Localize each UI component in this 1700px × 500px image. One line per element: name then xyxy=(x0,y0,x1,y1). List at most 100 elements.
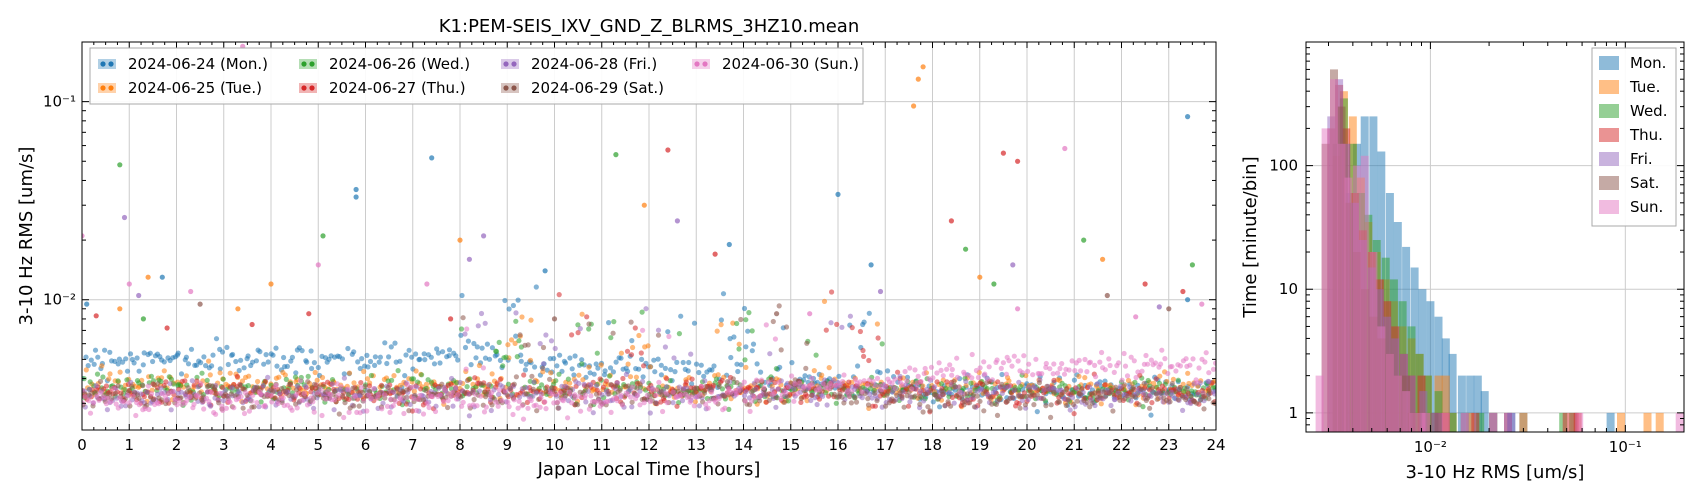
y-tick-label: 100 xyxy=(1269,157,1298,175)
data-point xyxy=(478,310,485,317)
data-point xyxy=(680,359,686,366)
data-point xyxy=(714,328,720,334)
data-point xyxy=(1122,382,1128,388)
data-point xyxy=(268,281,274,287)
data-point xyxy=(468,362,474,368)
data-point xyxy=(346,370,353,376)
data-point xyxy=(466,413,472,419)
data-point xyxy=(660,408,666,415)
data-point xyxy=(766,397,772,403)
legend-box xyxy=(89,47,864,105)
legend-marker-bg xyxy=(501,59,519,69)
data-point xyxy=(474,403,480,409)
data-point xyxy=(915,373,921,379)
data-point xyxy=(1161,386,1168,392)
data-point xyxy=(1117,383,1124,389)
data-point xyxy=(893,386,899,392)
data-point xyxy=(1173,368,1179,374)
hist-bar xyxy=(1423,375,1432,432)
data-point xyxy=(517,332,523,338)
data-point xyxy=(610,369,617,375)
data-point xyxy=(813,352,819,358)
data-point xyxy=(1154,391,1160,397)
data-point xyxy=(197,301,203,307)
data-point xyxy=(212,384,218,390)
data-point xyxy=(441,399,447,405)
data-point xyxy=(238,357,244,363)
data-point xyxy=(846,392,852,398)
legend-marker xyxy=(100,85,106,91)
data-point xyxy=(1159,347,1165,353)
data-point xyxy=(143,389,150,395)
data-point xyxy=(1177,384,1184,391)
data-point xyxy=(749,398,755,404)
data-point xyxy=(553,378,559,384)
data-point xyxy=(836,373,842,379)
data-point xyxy=(502,297,508,304)
data-point xyxy=(486,356,493,362)
data-point xyxy=(765,379,771,385)
data-point xyxy=(1082,375,1088,381)
data-point xyxy=(419,372,425,378)
data-point xyxy=(703,401,709,407)
data-point xyxy=(933,392,939,398)
hist-bar xyxy=(1402,391,1411,432)
data-point xyxy=(262,402,268,409)
data-point xyxy=(540,344,547,351)
data-point xyxy=(1203,350,1209,356)
data-point xyxy=(510,302,516,309)
data-point xyxy=(225,361,231,368)
legend-marker xyxy=(108,61,114,67)
data-point xyxy=(576,380,582,386)
data-point xyxy=(281,354,287,361)
data-point xyxy=(1194,400,1200,406)
data-point xyxy=(1158,361,1164,367)
data-point xyxy=(155,381,161,387)
data-point xyxy=(829,383,835,389)
hist-bar xyxy=(1441,412,1450,432)
data-point xyxy=(874,375,881,381)
data-point xyxy=(1000,360,1007,366)
data-point xyxy=(1097,359,1103,365)
data-point xyxy=(519,386,525,392)
data-point xyxy=(944,366,950,372)
data-point xyxy=(241,410,248,417)
data-point xyxy=(736,341,742,347)
data-point xyxy=(497,357,503,363)
data-point xyxy=(940,373,946,379)
data-point xyxy=(212,395,218,401)
data-point xyxy=(538,395,544,401)
data-point xyxy=(1030,392,1036,398)
data-point xyxy=(691,403,697,409)
data-point xyxy=(515,405,521,411)
data-point xyxy=(706,398,712,404)
data-point xyxy=(145,274,151,280)
data-point xyxy=(159,397,165,403)
legend-marker xyxy=(301,61,307,67)
data-point xyxy=(613,152,619,158)
data-point xyxy=(507,385,513,391)
data-point xyxy=(176,397,182,403)
data-point xyxy=(1009,363,1015,369)
data-point xyxy=(935,396,942,402)
data-point xyxy=(662,365,669,371)
data-point xyxy=(339,356,345,362)
data-point xyxy=(216,400,222,406)
data-point xyxy=(586,364,592,370)
data-point xyxy=(93,313,99,319)
data-point xyxy=(639,356,645,362)
data-point xyxy=(874,398,880,404)
data-point xyxy=(676,384,683,390)
data-point xyxy=(917,388,924,394)
data-point xyxy=(83,354,89,360)
data-point xyxy=(388,344,394,350)
x-tick-label: 22 xyxy=(1112,436,1131,454)
data-point xyxy=(1188,393,1194,399)
data-point xyxy=(506,404,512,410)
data-point xyxy=(398,396,404,402)
data-point xyxy=(228,391,234,397)
data-point xyxy=(640,374,646,380)
data-point xyxy=(1205,386,1212,392)
data-point xyxy=(1125,393,1131,399)
